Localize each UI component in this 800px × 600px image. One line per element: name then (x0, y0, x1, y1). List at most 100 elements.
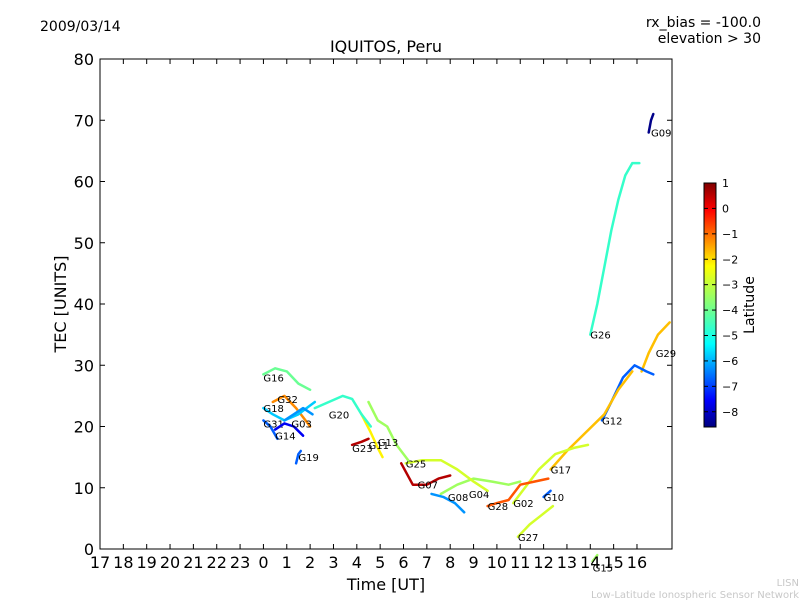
colorbar-tick-label: −4 (722, 304, 738, 317)
series-label-g08: G08 (448, 493, 468, 504)
y-tick-label: 10 (74, 479, 94, 498)
x-tick-label: 9 (468, 553, 478, 572)
x-tick-label: 19 (137, 553, 157, 572)
footer-network: Low-Latitude Ionospheric Sensor Network (591, 590, 799, 600)
footer-lisn: LISN (777, 578, 799, 589)
y-tick-label: 60 (74, 173, 94, 192)
series-label-g10: G10 (544, 493, 564, 504)
series-label-g16: G16 (263, 374, 283, 385)
rx-bias-label: rx_bias = -100.0 (646, 15, 761, 31)
date-label: 2009/03/14 (40, 19, 121, 35)
series-line-g19 (294, 449, 303, 465)
series-line-g04 (439, 477, 522, 496)
x-tick-label: 11 (510, 553, 530, 572)
colorbar-tick-label: −7 (722, 380, 738, 393)
series-label-g07: G07 (418, 481, 438, 492)
series-label-g25: G25 (406, 459, 426, 470)
series-label-g32: G32 (277, 395, 297, 406)
series-line-g23 (350, 437, 370, 447)
colorbar-tick-label: 0 (722, 202, 729, 215)
chart-title: IQUITOS, Peru (330, 37, 442, 56)
series-line-g08 (430, 492, 466, 514)
elevation-label: elevation > 30 (658, 31, 761, 47)
colorbar-tick-label: −3 (722, 279, 738, 292)
colorbar-ticks: 1 0 −1 −2 −3 −4 −5 −6 −7 −8 (704, 177, 738, 419)
series-label-g31: G31 (263, 419, 283, 430)
x-tick-label: 8 (445, 553, 455, 572)
x-tick-label: 20 (160, 553, 180, 572)
series-label-g15: G15 (593, 563, 613, 574)
x-tick-label: 7 (422, 553, 432, 572)
x-tick-label: 16 (627, 553, 647, 572)
series-line-g26 (589, 161, 641, 336)
series-line-g12 (600, 364, 655, 422)
x-tick-label: 2 (305, 553, 315, 572)
y-tick-label: 30 (74, 356, 94, 375)
series-line-g17 (549, 370, 634, 471)
series-label-g26: G26 (590, 331, 610, 342)
colorbar-tick-label: −1 (722, 228, 738, 241)
y-tick-label: 70 (74, 111, 94, 130)
series-label-g02: G02 (513, 499, 533, 510)
y-axis-label: TEC [UNITS] (51, 256, 70, 354)
x-tick-label: 21 (183, 553, 203, 572)
x-axis-label: Time [UT] (346, 575, 425, 594)
x-tick-label: 23 (230, 553, 250, 572)
series-line-g29 (640, 321, 671, 373)
series-label-g18: G18 (263, 404, 283, 415)
x-tick-label: 0 (258, 553, 268, 572)
series-line-g03 (283, 406, 314, 422)
series-line-g32 (271, 394, 312, 428)
x-tick-label: 15 (603, 553, 623, 572)
y-tick-label: 20 (74, 418, 94, 437)
series-line-g20 (313, 394, 373, 428)
series-label-g27: G27 (518, 533, 538, 544)
series-line-g09 (647, 112, 655, 134)
series-label-g14: G14 (275, 432, 295, 443)
series-line-g11 (360, 413, 384, 459)
colorbar-label: Latitude (742, 276, 758, 334)
x-tick-label: 12 (533, 553, 553, 572)
x-tick-label: 3 (328, 553, 338, 572)
series-line-g10 (542, 489, 552, 499)
x-tick-label: 1 (282, 553, 292, 572)
series-label-g28: G28 (488, 502, 508, 513)
series-label-g19: G19 (298, 453, 318, 464)
series-label-g17: G17 (551, 465, 571, 476)
series-line-g02 (511, 443, 590, 505)
colorbar (703, 182, 717, 428)
x-tick-label: 13 (557, 553, 577, 572)
x-tick-label: 14 (580, 553, 600, 572)
series-line-g25 (404, 458, 489, 493)
colorbar-tick-label: −5 (722, 330, 738, 343)
x-axis: 17 18 19 20 21 22 23 0 1 2 3 4 5 6 7 8 9 10 11 12 13 14 15 16 (90, 59, 647, 572)
x-tick-label: 5 (375, 553, 385, 572)
colorbar-tick-label: −2 (722, 253, 738, 266)
series-line-g28 (486, 477, 550, 508)
colorbar-tick-label: −8 (722, 406, 738, 419)
y-tick-label: 80 (74, 50, 94, 69)
x-tick-label: 10 (487, 553, 507, 572)
series-line-g15 (591, 553, 599, 563)
series-label-g29: G29 (656, 349, 676, 360)
series-label-g09: G09 (651, 129, 671, 140)
colorbar-tick-label: 1 (722, 177, 729, 190)
series-label-g20: G20 (329, 410, 349, 421)
colorbar-tick-label: −6 (722, 355, 738, 368)
series-label-g04: G04 (469, 490, 489, 501)
series-label-g03: G03 (291, 419, 311, 430)
y-axis: 0 10 20 30 40 50 60 70 80 (74, 50, 672, 559)
x-tick-label: 4 (352, 553, 362, 572)
x-tick-label: 18 (113, 553, 133, 572)
y-tick-label: 0 (84, 540, 94, 559)
plot-area (99, 58, 673, 550)
series-label-g23: G23 (352, 444, 372, 455)
series-line-g14 (273, 422, 305, 437)
series-line-g07 (399, 462, 452, 486)
series-line-g16 (262, 367, 312, 392)
series-line-g13 (367, 400, 410, 462)
series-label-g11: G11 (369, 441, 389, 452)
y-tick-label: 40 (74, 295, 94, 314)
